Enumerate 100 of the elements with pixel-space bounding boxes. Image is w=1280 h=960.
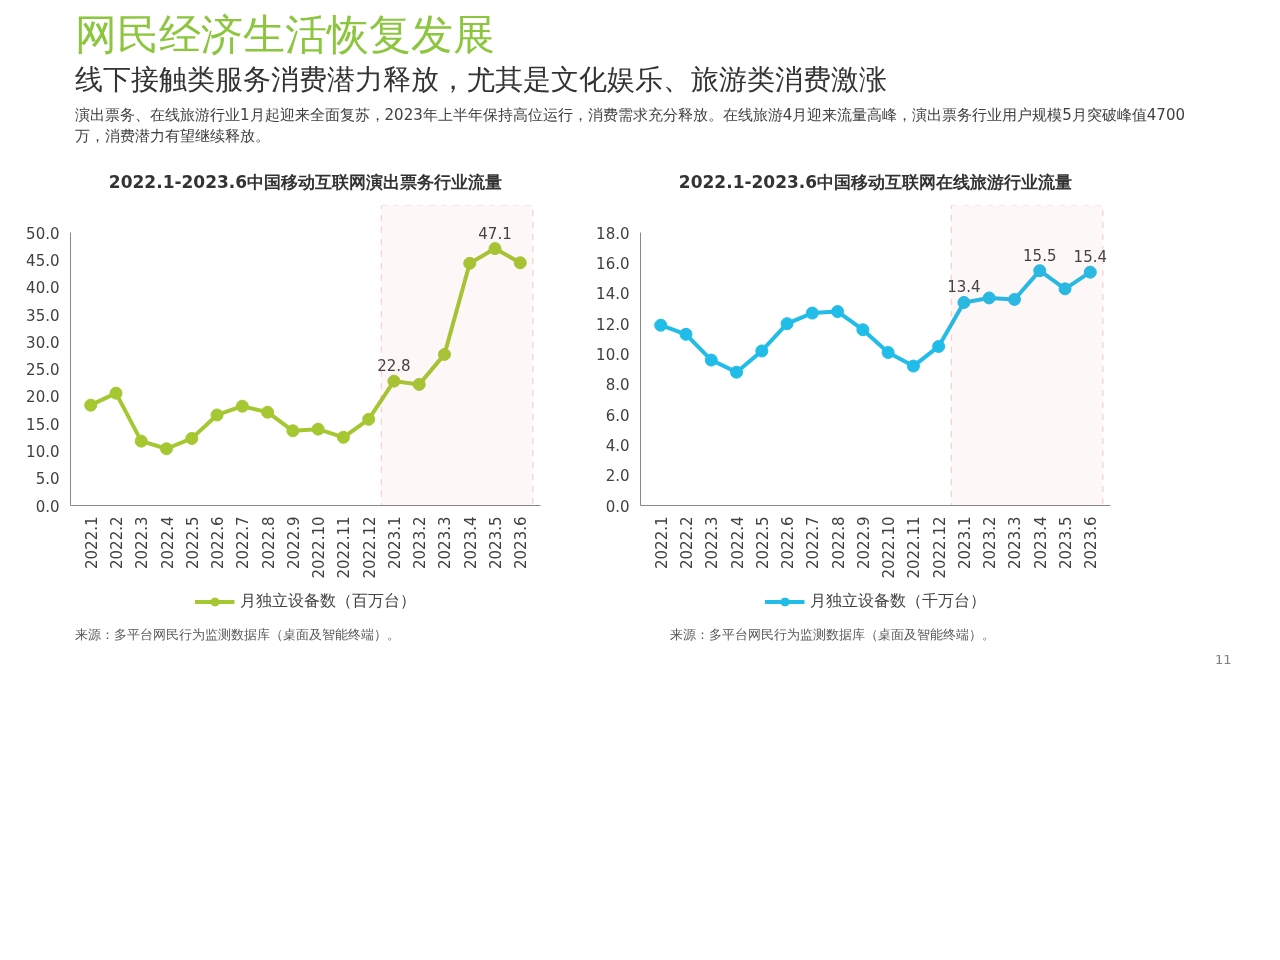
legend-label: 月独立设备数（千万台） [809, 590, 986, 612]
point [654, 318, 668, 332]
x-tick-label: 2022.4 [158, 516, 177, 569]
x-tick-label: 2023.5 [1057, 516, 1076, 569]
point [286, 424, 300, 438]
text: 11 [1215, 651, 1232, 669]
point [210, 408, 224, 422]
x-tick-label: 2023.2 [981, 516, 1000, 569]
y-tick-label: 10.0 [596, 345, 630, 364]
y-tick-label: 15.0 [26, 415, 60, 434]
y-tick-label: 0.0 [35, 497, 60, 516]
x-tick-label: 2023.3 [436, 516, 455, 569]
point [704, 353, 718, 367]
point [134, 434, 148, 448]
data-label: 13.4 [947, 278, 981, 297]
point [235, 399, 249, 413]
data-label: 15.5 [1023, 246, 1057, 265]
y-tick-label: 50.0 [26, 224, 60, 243]
x-tick-label: 2022.1 [652, 516, 671, 569]
x-tick-label: 2022.3 [703, 516, 722, 569]
y-tick-label: 8.0 [605, 376, 630, 395]
x-tick-label: 2022.8 [259, 516, 278, 569]
point [437, 347, 451, 361]
x-tick-label: 2022.2 [107, 516, 126, 569]
x-tick-label: 2022.11 [335, 516, 354, 579]
legend-label: 月独立设备数（百万台） [239, 590, 416, 612]
point [84, 398, 98, 412]
point [881, 345, 895, 359]
x-tick-label: 2022.9 [284, 516, 303, 569]
point [932, 339, 946, 353]
y-tick-label: 0.0 [605, 497, 630, 516]
x-tick-label: 2022.1 [82, 516, 101, 569]
x-tick-label: 2023.3 [1006, 516, 1025, 569]
point [730, 365, 744, 379]
point [1007, 292, 1021, 306]
y-tick-label: 16.0 [596, 255, 630, 274]
point [261, 405, 275, 419]
point [513, 256, 527, 270]
point [336, 430, 350, 444]
point [412, 377, 426, 391]
x-tick-label: 2023.5 [487, 516, 506, 569]
x-tick-label: 2022.10 [880, 516, 899, 579]
x-tick-label: 2023.4 [1031, 516, 1050, 569]
chart-title: 2022.1-2023.6中国移动互联网演出票务行业流量 [108, 171, 503, 192]
point [1058, 282, 1072, 296]
x-tick-label: 2022.5 [183, 516, 202, 569]
x-tick-label: 2022.2 [677, 516, 696, 569]
data-label: 22.8 [377, 357, 411, 376]
y-tick-label: 10.0 [26, 442, 60, 461]
y-tick-label: 12.0 [596, 315, 630, 334]
y-tick-label: 2.0 [605, 467, 630, 486]
point [982, 291, 996, 305]
point [488, 242, 502, 256]
text: 演出票务、在线旅游行业1月起迎来全面复苏，2023年上半年保持高位运行，消费需求充分释放。在线旅游4月迎来流量高峰，演出票务行业用户规模5月突破峰值4700万，消费潜力有望继续释放。 [75, 105, 1186, 148]
x-tick-label: 2022.9 [854, 516, 873, 569]
x-tick-label: 2022.7 [234, 516, 253, 569]
point [805, 306, 819, 320]
point [160, 442, 174, 456]
data-label: 47.1 [478, 224, 512, 243]
x-tick-label: 2022.6 [209, 516, 228, 569]
x-tick-label: 2023.1 [385, 516, 404, 569]
x-tick-label: 2022.12 [930, 516, 949, 579]
point [1033, 264, 1047, 278]
point [387, 374, 401, 388]
point [780, 317, 794, 331]
point [755, 344, 769, 358]
x-tick-label: 2022.12 [360, 516, 379, 579]
y-tick-label: 5.0 [35, 470, 60, 489]
x-tick-label: 2023.2 [411, 516, 430, 569]
point [1083, 265, 1097, 279]
text: 线下接触类服务消费潜力释放，尤其是文化娱乐、旅游类消费激涨 [75, 62, 887, 98]
point [856, 323, 870, 337]
y-tick-label: 14.0 [596, 285, 630, 304]
y-tick-label: 40.0 [26, 279, 60, 298]
point [906, 359, 920, 373]
x-tick-label: 2022.11 [905, 516, 924, 579]
chart-title: 2022.1-2023.6中国移动互联网在线旅游行业流量 [678, 171, 1073, 192]
y-tick-label: 4.0 [605, 436, 630, 455]
source-note: 来源：多平台网民行为监测数据库（桌面及智能终端）。 [670, 626, 995, 644]
point [679, 327, 693, 341]
x-tick-label: 2022.10 [310, 516, 329, 579]
point [362, 412, 376, 426]
x-tick-label: 2022.8 [829, 516, 848, 569]
y-tick-label: 20.0 [26, 388, 60, 407]
x-tick-label: 2023.4 [461, 516, 480, 569]
point [957, 295, 971, 309]
point [311, 422, 325, 436]
point [185, 431, 199, 445]
text: 网民经济生活恢复发展 [75, 10, 495, 59]
y-tick-label: 30.0 [26, 333, 60, 352]
point [463, 256, 477, 270]
y-tick-label: 18.0 [596, 224, 630, 243]
x-tick-label: 2022.3 [133, 516, 152, 569]
point [831, 305, 845, 319]
y-tick-label: 6.0 [605, 406, 630, 425]
y-tick-label: 25.0 [26, 361, 60, 380]
x-tick-label: 2022.6 [779, 516, 798, 569]
source-note: 来源：多平台网民行为监测数据库（桌面及智能终端）。 [75, 626, 400, 644]
x-tick-label: 2022.7 [804, 516, 823, 569]
y-tick-label: 45.0 [26, 252, 60, 271]
